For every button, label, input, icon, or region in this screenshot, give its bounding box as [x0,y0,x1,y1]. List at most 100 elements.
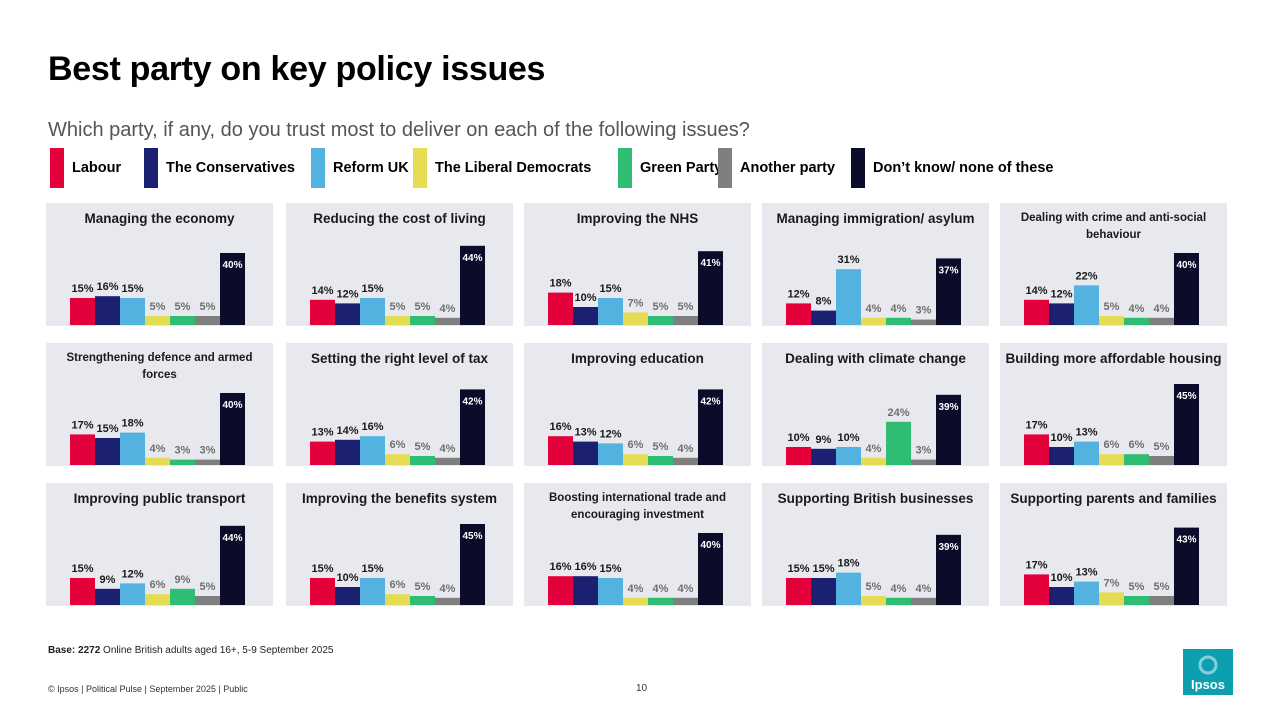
bar [195,596,220,605]
bar [1174,384,1199,465]
bar [673,597,698,605]
bar [673,457,698,465]
data-label: 17% [71,419,93,431]
bar [861,317,886,325]
data-label: 5% [415,301,431,313]
bar [435,597,460,605]
data-label: 12% [787,288,809,300]
legend-swatch [618,148,632,188]
bar [1049,303,1074,325]
bar [786,303,811,325]
bar [836,572,861,605]
bar [648,597,673,605]
data-label: 5% [200,581,216,593]
data-label: 14% [311,285,333,297]
data-label: 16% [96,281,118,293]
bar [698,251,723,325]
bar [598,298,623,325]
data-label: 7% [628,297,644,309]
data-label: 4% [1129,303,1145,315]
data-label: 5% [390,301,406,313]
bar [460,389,485,465]
chart-panel: Boosting international trade and encoura… [524,483,751,606]
data-label: 4% [891,303,907,315]
chart-title: Improving public transport [73,491,246,506]
data-label: 6% [150,579,166,591]
bar-chart: 14% 12% 15% 5% 5% 4% 44% [310,245,485,325]
bar [360,436,385,465]
page-subtitle: Which party, if any, do you trust most t… [48,119,750,141]
data-label: 15% [787,563,809,575]
data-label: 5% [200,301,216,313]
data-label: 15% [71,283,93,295]
bar-chart: 13% 14% 16% 6% 5% 4% 42% [310,389,485,465]
data-label: 5% [415,441,431,453]
data-label: 22% [1075,270,1097,282]
legend-swatch [413,148,427,188]
data-label: 5% [1129,581,1145,593]
bar-chart: 17% 15% 18% 4% 3% 3% 40% [70,393,245,465]
data-label: 15% [311,563,333,575]
data-label: 9% [100,574,116,586]
data-label: 42% [462,396,482,407]
bar [95,296,120,325]
bar [811,448,836,465]
bar [410,316,435,325]
data-label: 39% [938,542,958,553]
bar [145,457,170,465]
data-label: 40% [700,540,720,551]
data-label: 4% [653,583,669,595]
data-label: 4% [628,583,644,595]
data-label: 15% [812,563,834,575]
data-label: 9% [816,434,832,446]
bar [698,389,723,465]
data-label: 13% [1075,567,1097,579]
data-label: 6% [390,439,406,451]
legend-label: Don’t know/ none of these [873,160,1054,176]
data-label: 5% [678,301,694,313]
chart-title: Improving the benefits system [301,491,498,506]
bar [385,316,410,325]
bar [623,312,648,325]
bar [698,533,723,605]
chart-panel: Building more affordable housing 17% 10% 13… [1000,343,1227,466]
bar [310,299,335,325]
chart-title: Dealing with climate change [785,351,966,366]
bar [170,588,195,605]
chart-title: Supporting parents and families [1010,491,1217,506]
data-label: 31% [837,254,859,266]
data-label: 15% [599,283,621,295]
data-label: 13% [574,427,596,439]
legend-label: Labour [72,160,122,176]
data-label: 5% [1154,441,1170,453]
bar [886,421,911,465]
bar [861,596,886,605]
data-label: 44% [222,533,242,544]
data-label: 5% [415,581,431,593]
chart-panel: Improving education 16% 13% 12% 6% 5% 4% 42% [524,343,751,466]
bar [1099,316,1124,325]
data-label: 15% [599,563,621,575]
data-label: 15% [361,563,383,575]
bar [623,597,648,605]
data-label: 4% [866,443,882,455]
bar [1174,253,1199,325]
data-label: 18% [837,558,859,570]
bar-chart: 15% 16% 15% 5% 5% 5% 40% [70,253,245,325]
bar [1074,581,1099,605]
bar [195,459,220,465]
bar [385,454,410,465]
bar [70,298,95,325]
bar [573,576,598,605]
legend-swatch [311,148,325,188]
chart-panel: Managing the economy 15% 16% 15% 5% 5% 5% 40% [46,203,273,326]
bar [1099,454,1124,465]
chart-panel: Supporting British businesses 15% 15% 18% 5%… [762,483,989,606]
legend-label: Reform UK [333,160,409,176]
data-label: 10% [787,432,809,444]
chart-panel: Improving the benefits system 15% 10% 15% 6%… [286,483,513,606]
data-label: 16% [574,561,596,573]
chart-title: Supporting British businesses [777,491,974,506]
bar [786,578,811,605]
bar [145,594,170,605]
